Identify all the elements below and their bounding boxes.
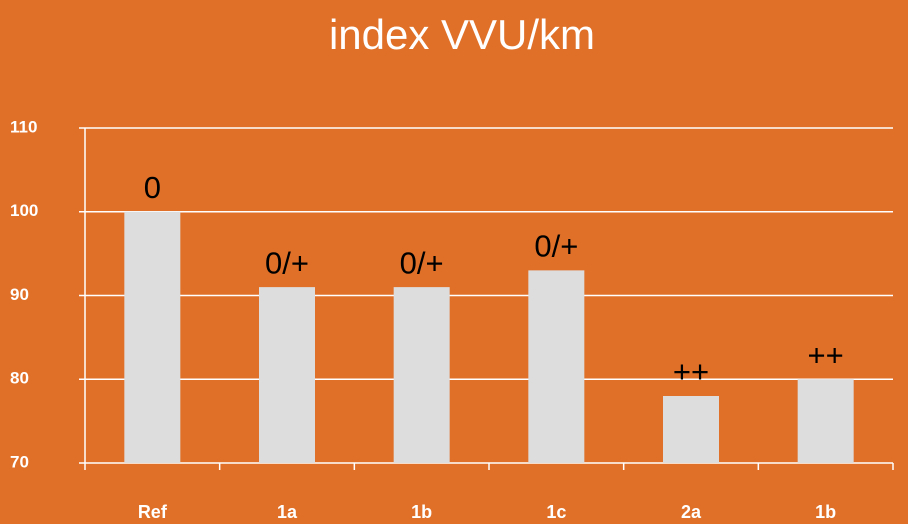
y-tick-label: 70 [10, 452, 29, 471]
y-tick-label: 90 [10, 285, 29, 304]
x-tick-label: 2a [681, 502, 702, 522]
bar [663, 396, 719, 463]
x-tick-label: Ref [138, 502, 168, 522]
bar [797, 379, 854, 463]
x-tick-label: 1c [546, 502, 566, 522]
x-tick-label: 1b [815, 502, 836, 522]
x-tick-label: 1a [277, 502, 298, 522]
data-annotation: ++ [673, 354, 709, 389]
data-annotation: 0 [144, 170, 161, 205]
data-annotation: 0/+ [400, 245, 444, 280]
bar [124, 211, 181, 463]
data-annotation: 0/+ [534, 229, 578, 264]
y-tick-label: 80 [10, 369, 29, 388]
bar [259, 287, 315, 463]
bar [528, 270, 585, 463]
x-tick-label: 1b [411, 502, 432, 522]
chart-title: index VVU/km [329, 11, 595, 58]
data-annotation: ++ [808, 337, 844, 372]
y-tick-label: 110 [10, 117, 37, 136]
bar [393, 287, 450, 463]
y-tick-label: 100 [10, 201, 38, 220]
data-annotation: 0/+ [265, 245, 309, 280]
